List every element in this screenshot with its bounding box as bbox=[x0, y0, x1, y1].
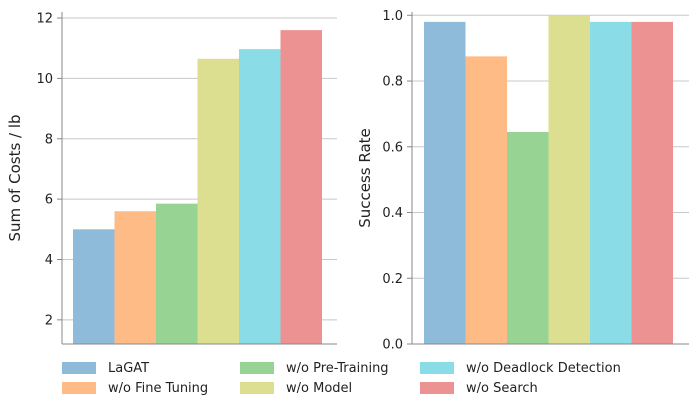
legend-label: w/o Pre-Training bbox=[286, 360, 389, 376]
legend-item-lagat: LaGAT bbox=[62, 358, 240, 378]
y-tick-label: 0.0 bbox=[382, 338, 403, 353]
bar-w-o-fine-tuning bbox=[114, 211, 156, 344]
legend-label: w/o Search bbox=[466, 380, 538, 396]
bar-lagat bbox=[424, 21, 466, 344]
y-tick-label: 10 bbox=[36, 72, 53, 87]
legend-label: w/o Model bbox=[286, 380, 353, 396]
y-tick-label: 8 bbox=[45, 132, 53, 147]
y-tick-label: 0.4 bbox=[382, 206, 403, 221]
legend-swatch bbox=[240, 382, 274, 394]
success-rate-chart: 0.0 0.2 0.4 0.6 0.8 1.0 Success Rate bbox=[356, 9, 689, 353]
y-tick-label: 0.8 bbox=[382, 75, 403, 90]
bar-w-o-fine-tuning bbox=[465, 56, 507, 345]
bar-w-o-search bbox=[280, 30, 322, 344]
legend-item-wo-deadlock-detection: w/o Deadlock Detection bbox=[420, 358, 660, 378]
legend-item-wo-pre-training: w/o Pre-Training bbox=[240, 358, 420, 378]
y-axis-label: Sum of Costs / lb bbox=[6, 114, 24, 241]
bar-w-o-model bbox=[548, 15, 590, 344]
y-axis-label: Success Rate bbox=[356, 128, 374, 228]
bar-w-o-pre-training bbox=[156, 203, 198, 344]
y-tick-label: 2 bbox=[45, 313, 53, 328]
legend-item-wo-model: w/o Model bbox=[240, 378, 420, 398]
bar-w-o-model bbox=[197, 58, 239, 344]
bar-w-o-pre-training bbox=[507, 131, 549, 344]
y-tick-label: 6 bbox=[45, 193, 53, 208]
legend-label: w/o Deadlock Detection bbox=[466, 360, 621, 376]
legend: LaGAT w/o Fine Tuning w/o Pre-Training w… bbox=[62, 358, 682, 398]
bar-w-o-search bbox=[631, 21, 673, 344]
legend-label: w/o Fine Tuning bbox=[108, 380, 209, 396]
legend-swatch bbox=[240, 362, 274, 374]
bar-lagat bbox=[73, 229, 115, 344]
y-tick-label: 12 bbox=[36, 12, 53, 27]
bar-w-o-deadlock-detection bbox=[590, 21, 632, 344]
legend-swatch bbox=[420, 382, 454, 394]
legend-label: LaGAT bbox=[108, 360, 150, 376]
bar-w-o-deadlock-detection bbox=[239, 49, 281, 345]
y-tick-label: 0.2 bbox=[382, 272, 403, 287]
legend-item-wo-fine-tuning: w/o Fine Tuning bbox=[62, 378, 240, 398]
y-tick-label: 1.0 bbox=[382, 9, 403, 24]
legend-swatch bbox=[62, 382, 96, 394]
y-tick-label: 4 bbox=[45, 253, 53, 268]
legend-item-wo-search: w/o Search bbox=[420, 378, 660, 398]
y-tick-label: 0.6 bbox=[382, 140, 403, 155]
cost-chart: 2 4 6 8 10 12 Sum of Costs / lb bbox=[6, 12, 337, 345]
legend-swatch bbox=[62, 362, 96, 374]
legend-swatch bbox=[420, 362, 454, 374]
